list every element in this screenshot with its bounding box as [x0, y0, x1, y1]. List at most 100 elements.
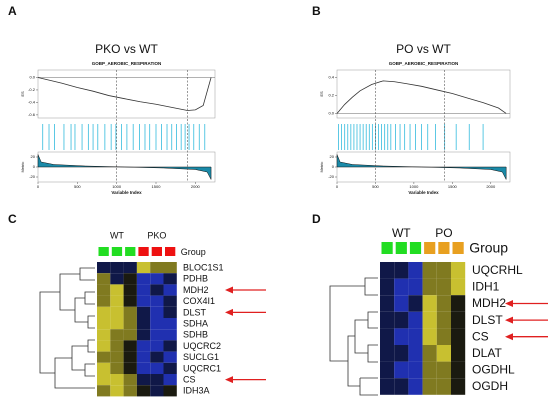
heatmap-cell	[123, 351, 137, 363]
group-box	[151, 247, 162, 256]
metric-label: Metric	[319, 162, 324, 173]
group-box	[409, 242, 422, 254]
heatmap-cell	[123, 306, 137, 318]
gene-label: IDH1	[472, 280, 500, 294]
heatmap-cell	[422, 378, 437, 395]
heatmap-cell	[97, 318, 111, 330]
panel-label: C	[8, 212, 17, 226]
heatmap-cell	[380, 378, 395, 395]
heatmap-cell	[451, 295, 466, 312]
heatmap-cell	[110, 340, 124, 352]
gene-label: MDH2	[472, 296, 506, 310]
heatmap-cell	[110, 295, 124, 307]
heatmap-cell	[110, 362, 124, 374]
gene-label: CS	[183, 374, 196, 384]
heatmap-cell	[163, 273, 177, 285]
heatmap-cell	[163, 351, 177, 363]
heatmap-cell	[97, 362, 111, 374]
heatmap-cell	[110, 318, 124, 330]
heatmap-cell	[150, 284, 164, 296]
gene-label: UQCRC2	[183, 341, 221, 351]
heatmap-cell	[422, 328, 437, 345]
arrow-head	[505, 333, 513, 341]
es-frame	[37, 69, 216, 119]
heatmap-cell	[150, 329, 164, 341]
heatmap-cell	[422, 262, 437, 279]
heatmap-cell	[380, 295, 395, 312]
heatmap-cell	[123, 295, 137, 307]
group-box	[98, 247, 109, 256]
heatmap-cell	[150, 351, 164, 363]
heatmap-cell	[408, 295, 423, 312]
heatmap-cell	[422, 278, 437, 296]
heatmap-cell	[97, 374, 111, 386]
heatmap-cell	[97, 385, 111, 397]
gene-label: OGDH	[472, 379, 508, 393]
heatmap-cell	[394, 345, 409, 362]
heatmap-cell	[451, 361, 466, 379]
heatmap-cell	[380, 262, 395, 279]
es-frame	[336, 69, 511, 119]
heatmap-cell	[394, 328, 409, 345]
heatmap-cell	[436, 311, 451, 329]
heatmap-cell	[408, 345, 423, 362]
group-name: PKO	[147, 230, 166, 240]
group-box	[381, 242, 393, 254]
heatmap-cell	[163, 306, 177, 318]
group-name: WT	[392, 226, 411, 240]
heatmap-cell	[136, 351, 151, 363]
heatmap-cell	[97, 273, 111, 285]
metric-tick-label: 20	[330, 154, 335, 159]
heatmap-cell	[97, 351, 111, 363]
es-curve	[336, 80, 507, 114]
y-tick-label: -0.4	[28, 99, 36, 104]
heatmap-cell	[136, 362, 151, 374]
heatmap-cell	[436, 378, 451, 395]
heatmap-cell	[136, 318, 151, 330]
metric-tick-label: 0	[332, 164, 335, 169]
heatmap-cell	[136, 340, 151, 352]
chart-subtitle: GOBP_AEROBIC_RESPIRATION	[92, 61, 161, 66]
heatmap-cell	[110, 351, 124, 363]
es-label: ES	[319, 91, 324, 97]
heatmap-cell	[436, 295, 451, 312]
x-tick-label: 0	[336, 184, 339, 189]
arrow-head	[505, 300, 513, 307]
group-box	[438, 242, 450, 254]
heatmap-cell	[123, 329, 137, 341]
group-name: WT	[110, 230, 124, 240]
heatmap-cell	[123, 273, 137, 285]
heatmap-cell	[150, 295, 164, 307]
group-name: PO	[435, 226, 452, 240]
heatmap-cell	[110, 262, 124, 274]
heatmap-cell	[422, 295, 437, 312]
heatmap-cell	[380, 345, 395, 362]
chart-title: PO vs WT	[396, 42, 451, 56]
heatmap-cell	[97, 340, 111, 352]
heatmap-cell	[408, 262, 423, 279]
heatmap-cell	[163, 385, 177, 397]
heatmap-cell	[150, 262, 164, 274]
y-tick-label: -0.2	[28, 87, 36, 92]
heatmap-cell	[123, 340, 137, 352]
heatmap-cell	[97, 329, 111, 341]
heatmap-cell	[163, 340, 177, 352]
heatmap-cell	[123, 385, 137, 397]
metric-tick-label: -20	[328, 174, 335, 179]
heatmap-cell	[380, 278, 395, 296]
panel-label: B	[312, 4, 321, 18]
heatmap-cell	[394, 295, 409, 312]
metric-area	[37, 154, 212, 180]
heatmap-cell	[451, 311, 466, 329]
heatmap-cell	[110, 284, 124, 296]
heatmap-cell	[136, 295, 151, 307]
heatmap-cell	[123, 284, 137, 296]
gene-label: PDHB	[183, 274, 208, 284]
x-tick-label: 1000	[112, 184, 122, 189]
panel-label: A	[8, 4, 17, 18]
heatmap-cell	[451, 278, 466, 296]
group-box	[125, 247, 136, 256]
heatmap-cell	[163, 318, 177, 330]
x-tick-label: 1500	[152, 184, 162, 189]
heatmap-cell	[422, 311, 437, 329]
